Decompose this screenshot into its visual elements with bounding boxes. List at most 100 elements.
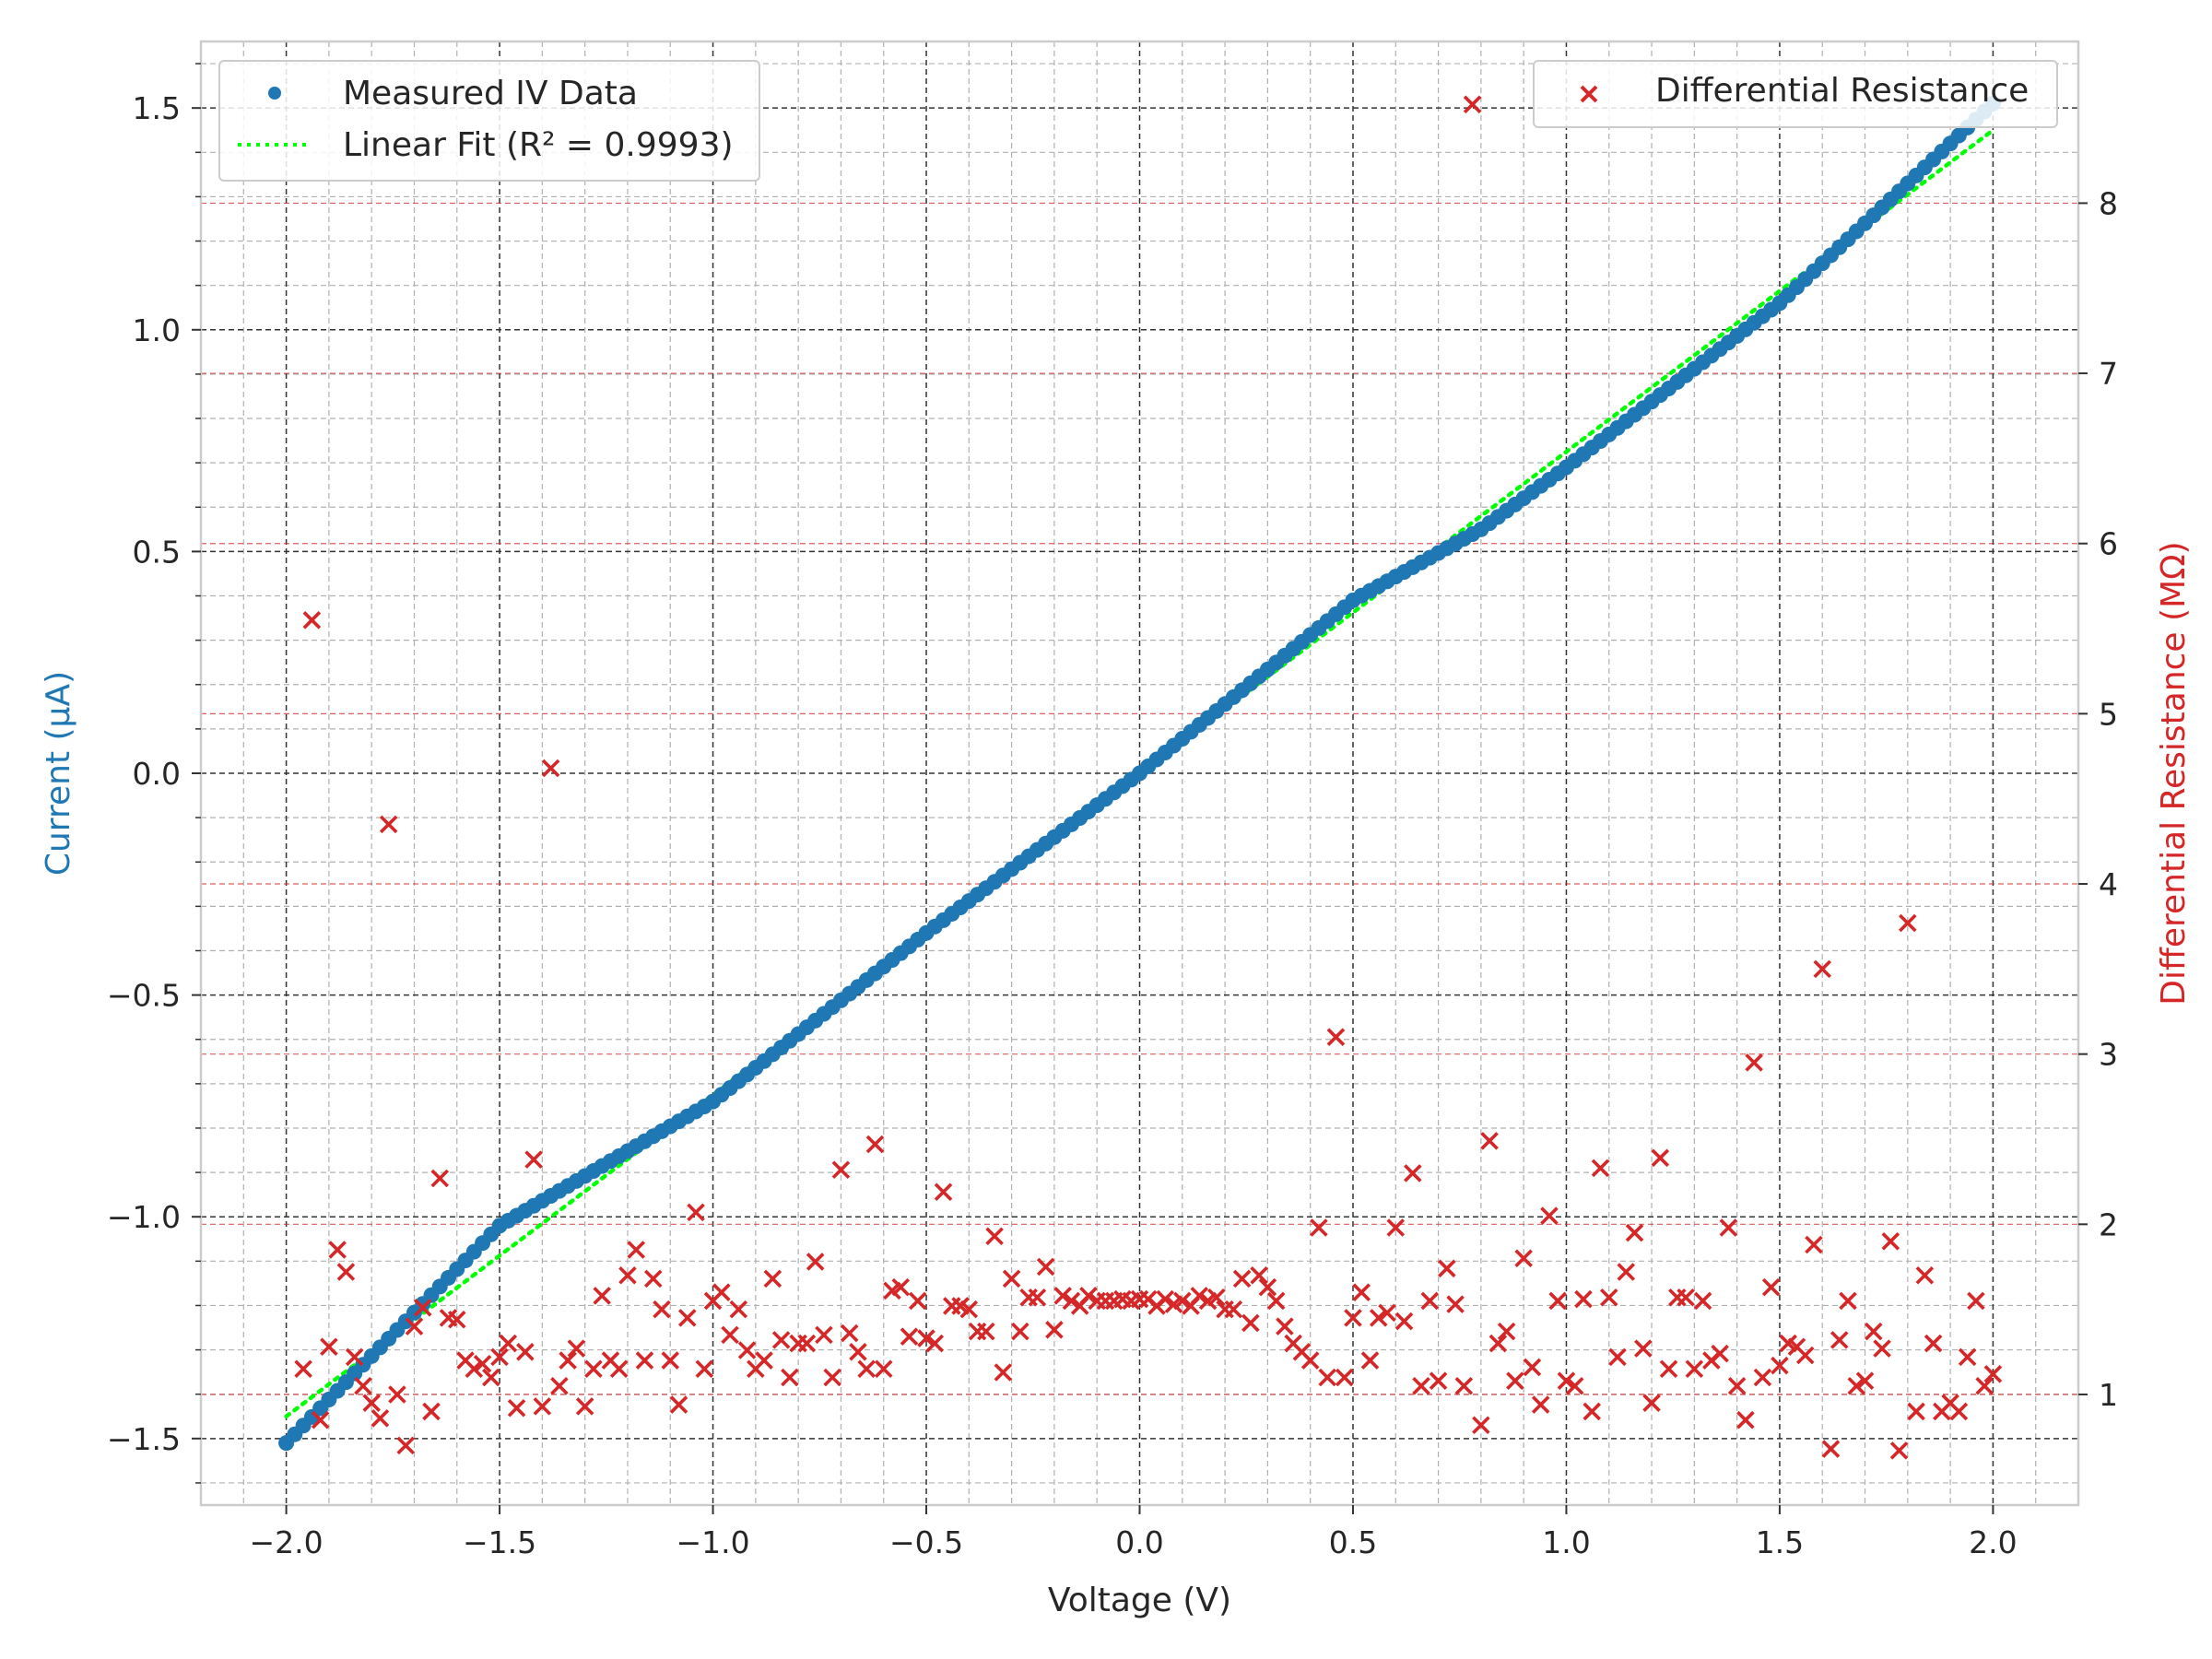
resistance-point xyxy=(1805,1235,1823,1254)
resistance-point xyxy=(1583,1402,1602,1421)
resistance-point xyxy=(908,1291,927,1311)
resistance-point xyxy=(763,1269,782,1288)
y-right-tick-label: 6 xyxy=(2099,526,2118,562)
resistance-point xyxy=(840,1324,859,1343)
legend-right-box xyxy=(1533,60,2058,128)
resistance-point xyxy=(695,1359,714,1379)
x-axis-label: Voltage (V) xyxy=(1048,1582,1231,1619)
resistance-point xyxy=(1190,1287,1209,1305)
resistance-point xyxy=(925,1334,945,1353)
resistance-point xyxy=(831,1160,851,1180)
resistance-point xyxy=(1378,1303,1396,1323)
resistance-point xyxy=(311,1410,330,1430)
resistance-point xyxy=(1745,1053,1763,1072)
major-grid xyxy=(201,41,2078,1505)
resistance-point xyxy=(1002,1269,1021,1288)
resistance-point xyxy=(900,1327,919,1346)
resistance-point xyxy=(1276,1317,1294,1335)
resistance-point xyxy=(524,1150,543,1169)
resistance-point xyxy=(874,1359,893,1379)
resistance-point xyxy=(1899,913,1917,933)
resistance-point xyxy=(1865,1322,1883,1341)
resistance-point xyxy=(755,1351,773,1370)
resistance-point xyxy=(1813,959,1832,979)
resistance-point xyxy=(1335,1368,1354,1387)
resistance-point xyxy=(1795,1346,1815,1365)
resistance-point xyxy=(959,1300,979,1319)
resistance-point xyxy=(405,1317,424,1335)
resistance-point xyxy=(1241,1313,1260,1333)
legend-right: Differential Resistance xyxy=(1533,60,2058,128)
resistance-point xyxy=(643,1269,663,1288)
resistance-point xyxy=(797,1334,817,1353)
resistance-point xyxy=(669,1395,688,1414)
resistance-point xyxy=(1454,1376,1474,1395)
resistance-point xyxy=(1232,1269,1252,1288)
y-left-tick-label: −1.0 xyxy=(107,1199,181,1235)
resistance-point xyxy=(1557,1371,1576,1390)
resistance-point xyxy=(328,1241,347,1259)
resistance-point xyxy=(507,1398,526,1418)
resistance-point xyxy=(1642,1394,1661,1412)
y-right-tick-label: 3 xyxy=(2099,1037,2118,1073)
resistance-point xyxy=(294,1359,312,1379)
resistance-point xyxy=(1318,1368,1336,1387)
resistance-point xyxy=(618,1265,637,1285)
resistance-point xyxy=(1079,1287,1098,1305)
resistance-point xyxy=(1907,1402,1925,1421)
resistance-point xyxy=(661,1351,680,1370)
y-right-tick-label: 4 xyxy=(2099,866,2118,902)
tick-labels: −2.0 −1.5 −1.0 −0.5 0.0 0.5 1.0 1.5 2.0 −1.5 −1.0 −… xyxy=(107,63,2118,1560)
resistance-point xyxy=(1429,1371,1448,1390)
resistance-point xyxy=(1855,1371,1875,1390)
resistance-point xyxy=(977,1322,995,1341)
resistance-point xyxy=(1839,1291,1857,1311)
resistance-point xyxy=(354,1376,372,1395)
resistance-point xyxy=(1207,1288,1226,1307)
resistance-point xyxy=(1497,1322,1516,1341)
resistance-point xyxy=(712,1283,731,1301)
resistance-point xyxy=(1924,1334,1943,1353)
resistance-point xyxy=(1053,1287,1072,1305)
resistance-point xyxy=(1404,1164,1422,1182)
resistance-point xyxy=(1438,1259,1456,1278)
resistance-point xyxy=(1360,1351,1380,1370)
y-left-tick-label: 1.5 xyxy=(133,90,181,126)
resistance-point xyxy=(1771,1356,1789,1375)
resistance-point xyxy=(1889,1441,1909,1460)
resistance-point xyxy=(593,1287,611,1305)
resistance-point xyxy=(1300,1351,1320,1370)
x-tick-label: 0.5 xyxy=(1329,1524,1377,1560)
resistance-point xyxy=(1224,1300,1243,1319)
resistance-point xyxy=(1045,1321,1064,1339)
resistance-point xyxy=(499,1334,518,1353)
legend-left: Measured IV Data Linear Fit (R² = 0.9993… xyxy=(218,60,760,182)
resistance-point xyxy=(1250,1265,1268,1285)
resistance-point xyxy=(1949,1402,1969,1421)
resistance-point xyxy=(1983,1365,2003,1383)
resistance-point xyxy=(1173,1291,1192,1311)
resistance-point xyxy=(1736,1410,1755,1430)
resistance-point xyxy=(388,1385,406,1404)
resistance-point xyxy=(849,1343,867,1361)
x-tick-label: 1.0 xyxy=(1542,1524,1590,1560)
resistance-point xyxy=(1821,1440,1841,1458)
resistance-point xyxy=(1488,1334,1508,1353)
resistance-point xyxy=(815,1325,833,1345)
resistance-point xyxy=(1062,1291,1081,1311)
resistance-point xyxy=(1394,1312,1414,1331)
legend-iv-marker xyxy=(268,87,281,100)
resistance-point xyxy=(1446,1295,1465,1313)
resistance-point xyxy=(1011,1322,1030,1341)
y-right-tick-label: 7 xyxy=(2099,356,2118,392)
resistance-point xyxy=(1326,1028,1346,1046)
resistance-point xyxy=(482,1368,500,1387)
resistance-point xyxy=(1156,1289,1175,1309)
resistance-point xyxy=(1617,1263,1636,1281)
resistance-point xyxy=(302,611,322,629)
resistance-point xyxy=(320,1337,338,1357)
resistance-point xyxy=(771,1331,791,1349)
resistance-point xyxy=(1028,1288,1047,1307)
